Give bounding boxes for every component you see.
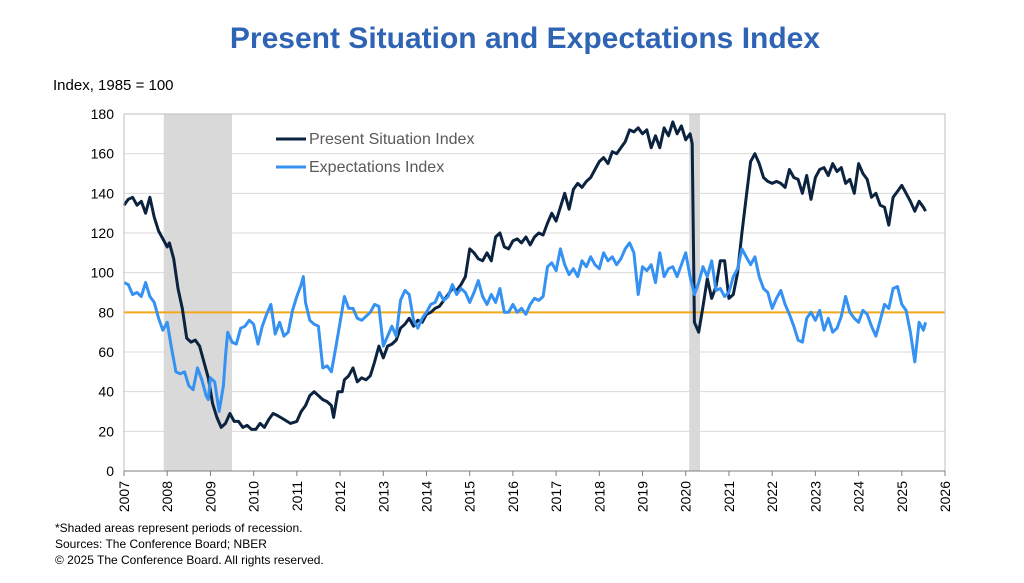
y-tick-label: 40: [98, 384, 114, 400]
footnote-copyright: © 2025 The Conference Board. All rights …: [55, 553, 324, 567]
x-tick-label: 2022: [764, 481, 780, 512]
legend-label-present-situation: Present Situation Index: [309, 131, 474, 148]
y-tick-label: 160: [91, 146, 115, 162]
x-tick-label: 2019: [635, 481, 651, 512]
legend-label-expectations: Expectations Index: [309, 159, 444, 176]
y-axis-unit-label: Index, 1985 = 100: [53, 77, 174, 94]
footnote-recession: *Shaded areas represent periods of reces…: [55, 521, 303, 535]
series-line-expectations: [123, 241, 928, 413]
y-tick-label: 180: [91, 106, 115, 122]
x-tick-label: 2018: [591, 481, 607, 512]
x-tick-label: 2025: [894, 481, 910, 512]
y-tick-label: 80: [98, 304, 114, 320]
x-tick-label: 2024: [851, 481, 867, 512]
x-tick-label: 2021: [721, 481, 737, 512]
x-tick-label: 2020: [678, 481, 694, 512]
legend: Present Situation Index Expectations Ind…: [276, 131, 474, 176]
footnote-sources: Sources: The Conference Board; NBER: [55, 537, 267, 551]
x-tick-label: 2010: [246, 481, 262, 512]
x-tick-label: 2015: [462, 481, 478, 512]
x-tick-label: 2016: [505, 481, 521, 512]
gridlines: [124, 113, 945, 432]
x-tick-label: 2011: [289, 481, 305, 511]
x-tick-label: 2014: [418, 481, 434, 512]
series-lines: [122, 120, 928, 431]
recession-band: [163, 114, 233, 471]
axes: 0 20 40 60 80 100 120 140 160 180 2007 2008 2009 2010…: [91, 106, 953, 512]
x-tick-label: 2007: [116, 481, 132, 512]
y-tick-label: 120: [91, 225, 115, 241]
x-tick-label: 2012: [332, 481, 348, 512]
y-tick-label: 60: [98, 344, 114, 360]
y-tick-label: 0: [106, 463, 114, 479]
chart-title: Present Situation and Expectations Index: [229, 22, 821, 55]
y-tick-label: 20: [98, 423, 114, 439]
x-tick-label: 2026: [937, 481, 953, 512]
x-tick-label: 2017: [548, 481, 564, 512]
x-tick-label: 2008: [159, 481, 175, 512]
x-tick-label: 2023: [807, 481, 823, 512]
series-line-present-situation: [122, 120, 927, 431]
x-tick-label: 2009: [202, 481, 218, 512]
x-tick-label: 2013: [375, 481, 391, 512]
y-tick-label: 140: [91, 185, 115, 201]
y-tick-label: 100: [91, 265, 115, 281]
